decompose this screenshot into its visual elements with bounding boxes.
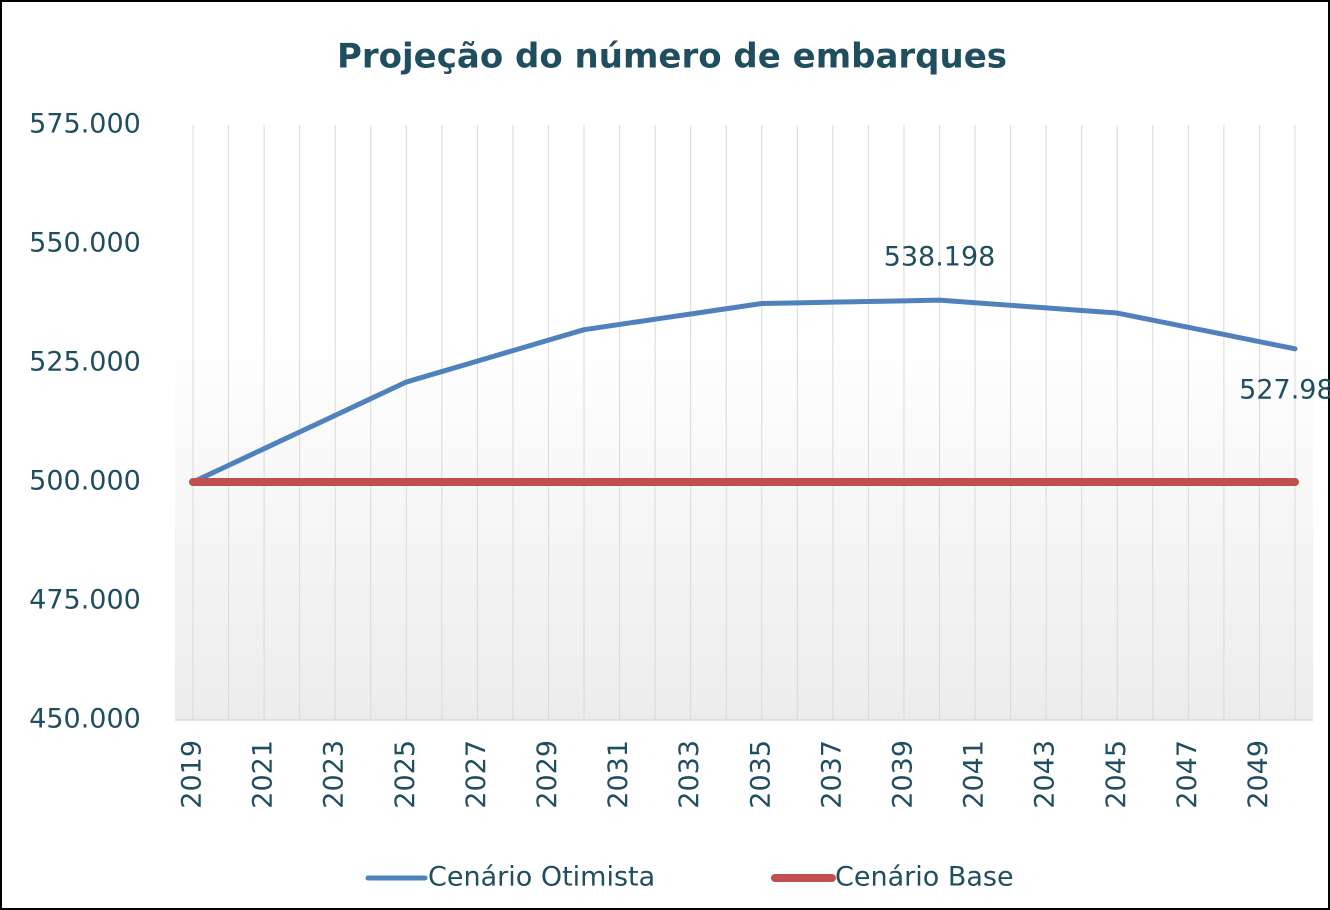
x-tick-label: 2043 bbox=[1030, 740, 1061, 809]
x-tick-label: 2045 bbox=[1101, 740, 1132, 809]
y-tick-label: 550.000 bbox=[29, 228, 141, 259]
x-tick-label: 2023 bbox=[319, 740, 350, 809]
x-tick-label: 2033 bbox=[674, 740, 705, 809]
x-tick-label: 2021 bbox=[248, 740, 279, 809]
x-tick-label: 2047 bbox=[1172, 740, 1203, 809]
legend-label: Cenário Otimista bbox=[428, 862, 655, 893]
y-tick-label: 575.000 bbox=[29, 109, 141, 140]
y-tick-label: 450.000 bbox=[29, 704, 141, 735]
x-tick-label: 2031 bbox=[603, 740, 634, 809]
x-tick-label: 2039 bbox=[887, 740, 918, 809]
chart-title: Projeção do número de embarques bbox=[337, 37, 1007, 77]
y-tick-label: 525.000 bbox=[29, 347, 141, 378]
plot-area bbox=[175, 125, 1313, 720]
legend-label: Cenário Base bbox=[835, 862, 1014, 893]
x-tick-label: 2025 bbox=[390, 740, 421, 809]
data-label: 527.980 bbox=[1239, 374, 1330, 405]
x-tick-label: 2037 bbox=[816, 740, 847, 809]
data-label: 538.198 bbox=[884, 242, 996, 273]
x-tick-label: 2019 bbox=[177, 740, 208, 809]
x-tick-label: 2049 bbox=[1243, 740, 1274, 809]
x-tick-label: 2041 bbox=[959, 740, 990, 809]
x-tick-label: 2029 bbox=[532, 740, 563, 809]
y-tick-label: 475.000 bbox=[29, 585, 141, 616]
series-line bbox=[190, 297, 1298, 485]
x-tick-label: 2035 bbox=[745, 740, 776, 809]
x-tick-label: 2027 bbox=[461, 740, 492, 809]
y-tick-label: 500.000 bbox=[29, 466, 141, 497]
